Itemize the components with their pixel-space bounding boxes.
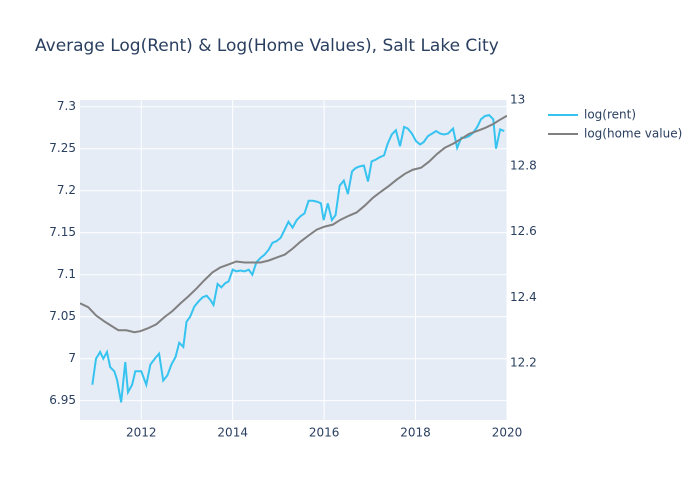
y2-tick-label: 12.6 bbox=[510, 224, 537, 238]
y2-tick-label: 12.4 bbox=[510, 290, 537, 304]
y-tick-label: 6.95 bbox=[49, 393, 76, 407]
series-line bbox=[80, 114, 507, 334]
y-tick-label: 7.15 bbox=[49, 225, 76, 239]
y-tick-label: 7.3 bbox=[57, 99, 76, 113]
plot-area bbox=[80, 100, 507, 420]
y-tick-label: 7.05 bbox=[49, 309, 76, 323]
y2-tick-label: 12.8 bbox=[510, 158, 537, 172]
legend-label: log(home value) bbox=[584, 127, 682, 141]
y2-tick-label: 13 bbox=[510, 93, 525, 107]
chart-title: Average Log(Rent) & Log(Home Values), Sa… bbox=[35, 36, 499, 56]
x-tick-label: 2018 bbox=[400, 426, 431, 440]
series-layer bbox=[80, 114, 507, 403]
x-tick-label: 2016 bbox=[309, 426, 340, 440]
x-tick-label: 2020 bbox=[492, 426, 523, 440]
legend-label: log(rent) bbox=[584, 108, 636, 122]
y-tick-label: 7.25 bbox=[49, 141, 76, 155]
y2-tick-label: 12.2 bbox=[510, 356, 537, 370]
y-tick-label: 7 bbox=[68, 351, 76, 365]
x-tick-label: 2012 bbox=[126, 426, 157, 440]
y-tick-label: 7.2 bbox=[57, 183, 76, 197]
series-line bbox=[91, 114, 505, 403]
y-tick-label: 7.1 bbox=[57, 267, 76, 281]
x-tick-label: 2014 bbox=[217, 426, 248, 440]
